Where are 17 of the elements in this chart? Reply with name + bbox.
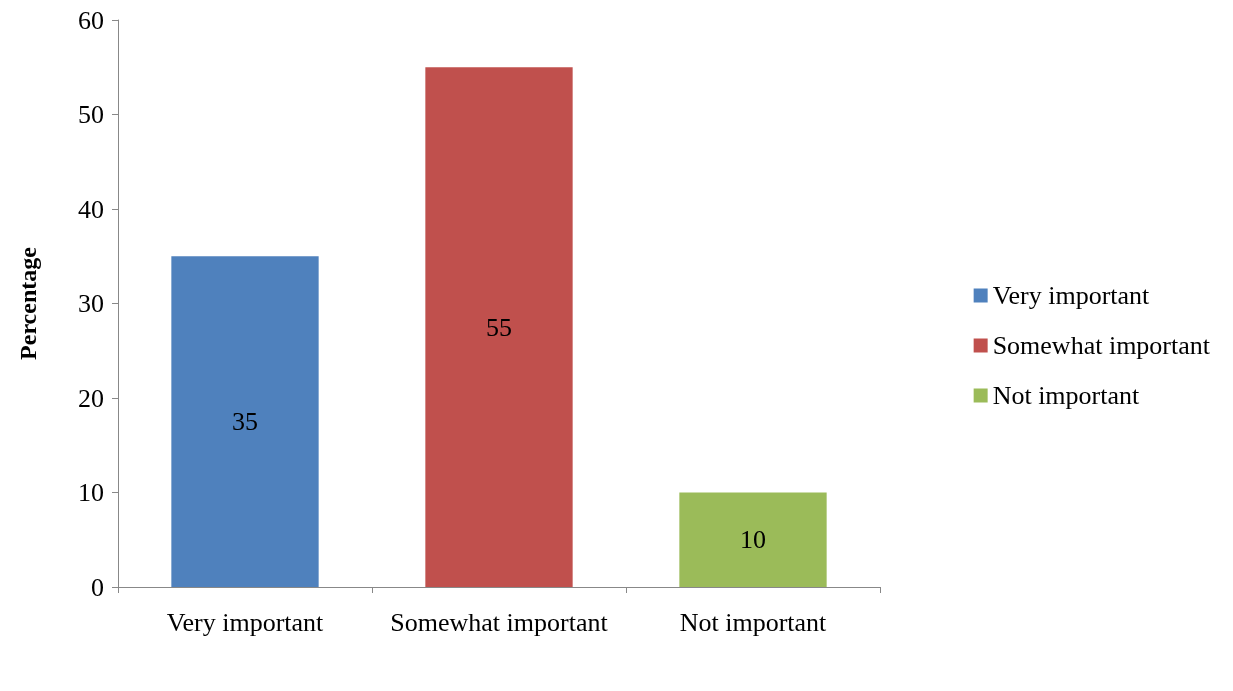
y-tick-label: 60 <box>78 5 104 35</box>
y-tick-label: 10 <box>78 478 104 507</box>
y-tick-label: 50 <box>78 100 104 129</box>
x-tick-label: Somewhat important <box>390 607 609 637</box>
x-tick-label: Not important <box>679 607 828 637</box>
y-tick-label: 0 <box>91 572 104 602</box>
legend-label: Not important <box>992 381 1141 410</box>
legend-label: Very important <box>992 281 1151 310</box>
y-tick-label: 30 <box>78 289 104 318</box>
y-tick-label: 40 <box>78 194 104 224</box>
data-label: 55 <box>486 312 512 342</box>
x-tick-label: Very important <box>166 607 325 637</box>
y-tick-label: 20 <box>78 383 104 413</box>
data-label: 35 <box>232 407 258 437</box>
data-label: 10 <box>740 525 766 555</box>
legend-label: Somewhat important <box>992 331 1211 360</box>
y-axis-title: Percentage <box>15 246 41 360</box>
